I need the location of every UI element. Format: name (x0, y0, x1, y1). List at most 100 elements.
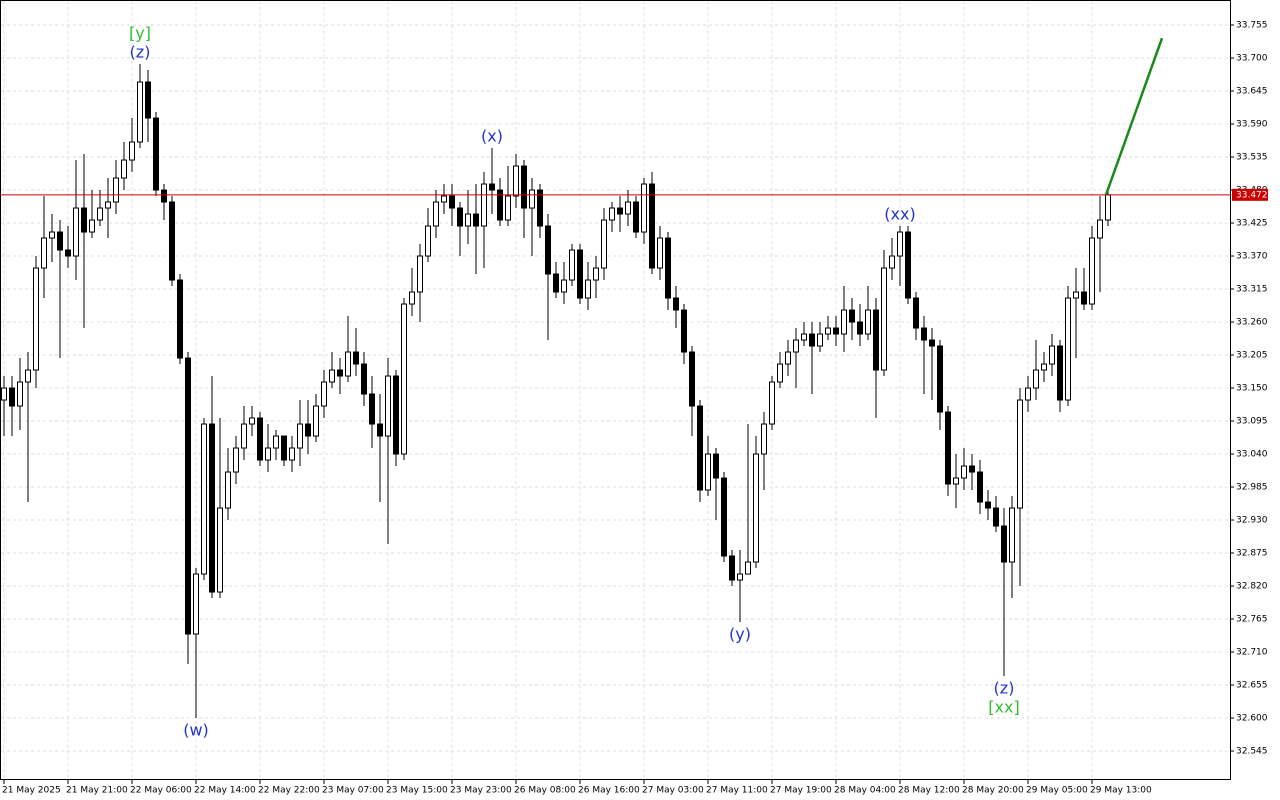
candle-body (209, 423, 215, 593)
candle-body (441, 195, 447, 203)
candle-body (433, 201, 439, 227)
y-tick-label: 33.040 (1236, 450, 1268, 460)
candle-body (1065, 297, 1071, 401)
x-tick-label: 27 May 11:00 (706, 786, 768, 796)
candle-body (9, 387, 15, 407)
x-tick-label: 22 May 06:00 (130, 786, 192, 796)
candle-body (1105, 194, 1111, 221)
candle-body (825, 327, 831, 335)
candle-body (217, 507, 223, 593)
candle-body (449, 195, 455, 209)
candle-body (289, 447, 295, 461)
candle-body (505, 195, 511, 221)
candle-body (81, 207, 87, 233)
candle-body (161, 189, 167, 203)
candle-body (809, 333, 815, 347)
x-tick-label: 22 May 14:00 (194, 786, 256, 796)
x-tick-label: 23 May 15:00 (386, 786, 448, 796)
candle-body (97, 207, 103, 221)
candle-body (593, 267, 599, 281)
candle-body (385, 375, 391, 437)
y-tick-label: 32.875 (1236, 549, 1268, 559)
candle-body (713, 453, 719, 479)
candle-body (609, 207, 615, 221)
y-tick-label: 32.985 (1236, 483, 1268, 493)
candle-body (1049, 345, 1055, 365)
candle-body (529, 189, 535, 209)
candle-body (89, 219, 95, 233)
candle-body (49, 231, 55, 239)
candle-body (153, 117, 159, 191)
candle-body (105, 201, 111, 209)
y-tick-label: 33.535 (1236, 153, 1268, 163)
x-tick-label: 27 May 19:00 (770, 786, 832, 796)
candle-body (545, 225, 551, 275)
candle-body (865, 309, 871, 335)
candle-body (657, 237, 663, 269)
candle-body (425, 225, 431, 257)
x-tick-label: 26 May 16:00 (578, 786, 640, 796)
x-tick-label: 22 May 22:00 (258, 786, 320, 796)
candle-body (841, 309, 847, 335)
candle-body (889, 255, 895, 269)
candle-body (673, 297, 679, 311)
candle-body (633, 201, 639, 233)
candle-body (1041, 363, 1047, 371)
candle-body (497, 189, 503, 221)
candle-body (41, 237, 47, 269)
candle-body (793, 339, 799, 353)
candle-body (561, 279, 567, 293)
candle-body (401, 303, 407, 455)
candle-body (649, 183, 655, 269)
candle-body (1057, 345, 1063, 401)
y-tick-label: 33.205 (1236, 351, 1268, 361)
candle-body (489, 183, 495, 191)
candle-body (225, 471, 231, 509)
candle-body (481, 183, 487, 227)
candle-body (761, 423, 767, 455)
candle-body (553, 273, 559, 293)
candle-body (921, 327, 927, 341)
candle-body (1033, 369, 1039, 389)
wave-label: (z) (130, 43, 151, 62)
candle-body (945, 411, 951, 485)
candle-body (377, 423, 383, 437)
candle-body (1081, 291, 1087, 305)
current-price-label: 33.472 (1236, 190, 1268, 200)
candle-body (1017, 399, 1023, 509)
candle-body (345, 351, 351, 377)
y-tick-label: 33.700 (1236, 54, 1268, 64)
candle-body (777, 363, 783, 383)
candle-body (993, 507, 999, 527)
candle-body (905, 231, 911, 299)
candle-body (929, 339, 935, 347)
candle-body (297, 423, 303, 449)
candle-body (129, 141, 135, 161)
candle-body (1089, 237, 1095, 305)
candle-body (17, 381, 23, 407)
candle-body (121, 159, 127, 179)
candle-body (753, 453, 759, 563)
candle-body (705, 453, 711, 491)
candle-body (337, 369, 343, 377)
candle-body (305, 423, 311, 437)
candle-body (521, 165, 527, 209)
candle-body (665, 237, 671, 299)
candle-body (1097, 219, 1103, 239)
forecast-line (1104, 37, 1164, 196)
candle-body (881, 267, 887, 371)
y-tick-label: 33.590 (1236, 120, 1268, 130)
candle-body (393, 375, 399, 455)
candle-body (617, 207, 623, 215)
candle-body (681, 309, 687, 353)
candle-body (625, 201, 631, 215)
y-tick-label: 32.820 (1236, 582, 1268, 592)
wave-label: (y) (729, 625, 751, 644)
candle-body (185, 357, 191, 635)
y-tick-label: 33.425 (1236, 219, 1268, 229)
y-tick-label: 33.260 (1236, 318, 1268, 328)
candle-body (641, 183, 647, 233)
candle-body (737, 573, 743, 581)
wave-label: (xx) (884, 205, 915, 224)
